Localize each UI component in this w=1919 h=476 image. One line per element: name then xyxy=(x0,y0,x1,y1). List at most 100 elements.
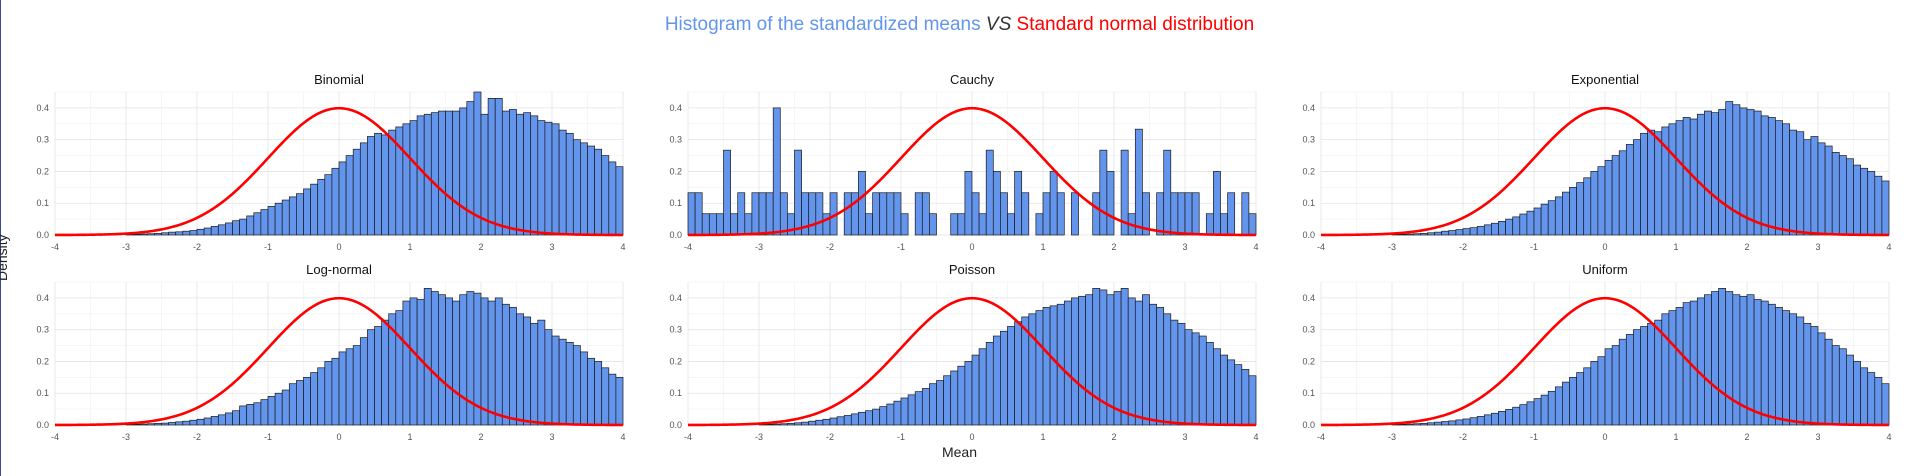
cauchy-bar xyxy=(992,171,1001,236)
binomial-y-tick-label: 0.2 xyxy=(36,166,49,176)
exponential-bar xyxy=(1846,158,1854,236)
poisson-panel-title: Poisson xyxy=(949,262,995,277)
uniform-x-tick-label: -2 xyxy=(1459,432,1467,442)
cauchy-bar xyxy=(957,213,966,236)
log-normal-y-tick-label: 0.0 xyxy=(36,420,49,430)
x-axis-label: Mean xyxy=(941,444,978,460)
exponential-bar xyxy=(1696,113,1705,236)
poisson-bar xyxy=(893,400,902,426)
log-normal-bar xyxy=(608,373,617,426)
binomial-bar xyxy=(345,155,354,236)
log-normal-bar xyxy=(324,361,333,426)
poisson-y-tick-label: 0.1 xyxy=(669,388,682,398)
uniform-bar xyxy=(1618,338,1627,426)
cauchy-bar xyxy=(1177,192,1186,236)
cauchy-x-tick-label: -1 xyxy=(897,242,905,252)
binomial-bar xyxy=(608,161,617,236)
uniform-bar xyxy=(1668,310,1677,426)
binomial-x-tick-label: -4 xyxy=(51,242,59,252)
log-normal-bar xyxy=(572,345,581,426)
binomial-bar xyxy=(296,193,304,236)
log-normal-bar xyxy=(168,422,177,426)
uniform-bar xyxy=(1633,329,1641,426)
poisson-bar xyxy=(772,423,781,426)
exponential-bar xyxy=(1398,234,1407,236)
binomial-bar xyxy=(374,132,382,236)
uniform-bar xyxy=(1711,291,1719,426)
uniform-bar xyxy=(1654,319,1663,426)
poisson-bar xyxy=(929,383,937,426)
uniform-bar xyxy=(1796,316,1805,426)
cauchy-bar xyxy=(879,192,888,236)
log-normal-bar xyxy=(196,418,205,426)
binomial-bar xyxy=(438,110,446,236)
exponential-bar xyxy=(1547,200,1556,236)
exponential-bar xyxy=(1526,210,1535,236)
uniform-bar xyxy=(1803,322,1812,426)
binomial-bar xyxy=(139,233,148,236)
binomial-bar xyxy=(367,136,375,236)
cauchy-bar xyxy=(1071,192,1079,236)
log-normal-bar xyxy=(487,300,496,426)
binomial-x-tick-label: 1 xyxy=(407,242,412,252)
cauchy-bar xyxy=(1092,192,1101,236)
uniform-bar xyxy=(1696,297,1705,426)
panel-exponential: -4 -3 -2 -1 0 1 2 3 4 0.0 0.1 0.2 0.3 0.4 Exponential xyxy=(1302,72,1891,252)
exponential-bar xyxy=(1668,123,1677,236)
exponential-bar xyxy=(1789,129,1798,236)
poisson-x-tick-label: -3 xyxy=(755,432,763,442)
uniform-bar xyxy=(1420,423,1428,426)
exponential-y-tick-label: 0.0 xyxy=(1302,230,1315,240)
poisson-bar xyxy=(1227,359,1236,426)
exponential-bar xyxy=(1427,232,1435,236)
binomial-bar xyxy=(601,155,610,236)
poisson-bar xyxy=(765,424,774,426)
cauchy-bar xyxy=(744,213,753,236)
log-normal-bar xyxy=(367,329,375,426)
exponential-bar xyxy=(1540,203,1549,236)
log-normal-bar xyxy=(331,357,340,426)
poisson-bar xyxy=(1007,326,1015,426)
exponential-x-tick-label: 1 xyxy=(1673,242,1678,252)
binomial-bar xyxy=(509,109,517,236)
binomial-bar xyxy=(523,112,532,236)
exponential-bar xyxy=(1633,139,1641,236)
uniform-bar xyxy=(1569,376,1577,426)
log-normal-y-tick-label: 0.4 xyxy=(36,293,49,303)
binomial-bar xyxy=(402,123,411,236)
binomial-bar xyxy=(409,120,418,236)
log-normal-bar xyxy=(381,319,390,426)
poisson-bar xyxy=(964,361,973,426)
uniform-bar xyxy=(1562,381,1570,426)
uniform-bar xyxy=(1874,376,1883,426)
log-normal-x-tick-label: 0 xyxy=(336,432,341,442)
binomial-bar xyxy=(565,132,574,236)
binomial-bar xyxy=(225,222,233,236)
poisson-bar xyxy=(1014,321,1023,426)
log-normal-bar xyxy=(239,405,248,426)
poisson-bar xyxy=(779,423,788,426)
log-normal-bar xyxy=(139,423,148,426)
binomial-bar xyxy=(239,218,248,236)
poisson-bar xyxy=(992,335,1001,426)
log-normal-bar xyxy=(395,310,404,426)
poisson-bar xyxy=(1234,364,1243,426)
exponential-x-tick-label: -4 xyxy=(1317,242,1325,252)
binomial-bar xyxy=(253,212,262,236)
cauchy-y-tick-label: 0.0 xyxy=(669,230,682,240)
poisson-bar xyxy=(1248,375,1257,426)
uniform-bar xyxy=(1505,409,1514,426)
cauchy-bar xyxy=(1099,149,1108,236)
uniform-bar xyxy=(1476,416,1485,426)
poisson-bar xyxy=(794,422,802,426)
poisson-bar xyxy=(843,415,852,426)
exponential-bar xyxy=(1775,120,1783,236)
uniform-x-tick-label: 4 xyxy=(1886,432,1891,442)
uniform-bar xyxy=(1398,424,1407,426)
poisson-y-tick-label: 0.4 xyxy=(669,293,682,303)
left-edge-rule xyxy=(0,0,1,476)
exponential-bar xyxy=(1640,132,1648,236)
exponential-x-tick-label: 0 xyxy=(1602,242,1607,252)
log-normal-bar xyxy=(565,342,574,426)
uniform-bar xyxy=(1547,390,1556,426)
